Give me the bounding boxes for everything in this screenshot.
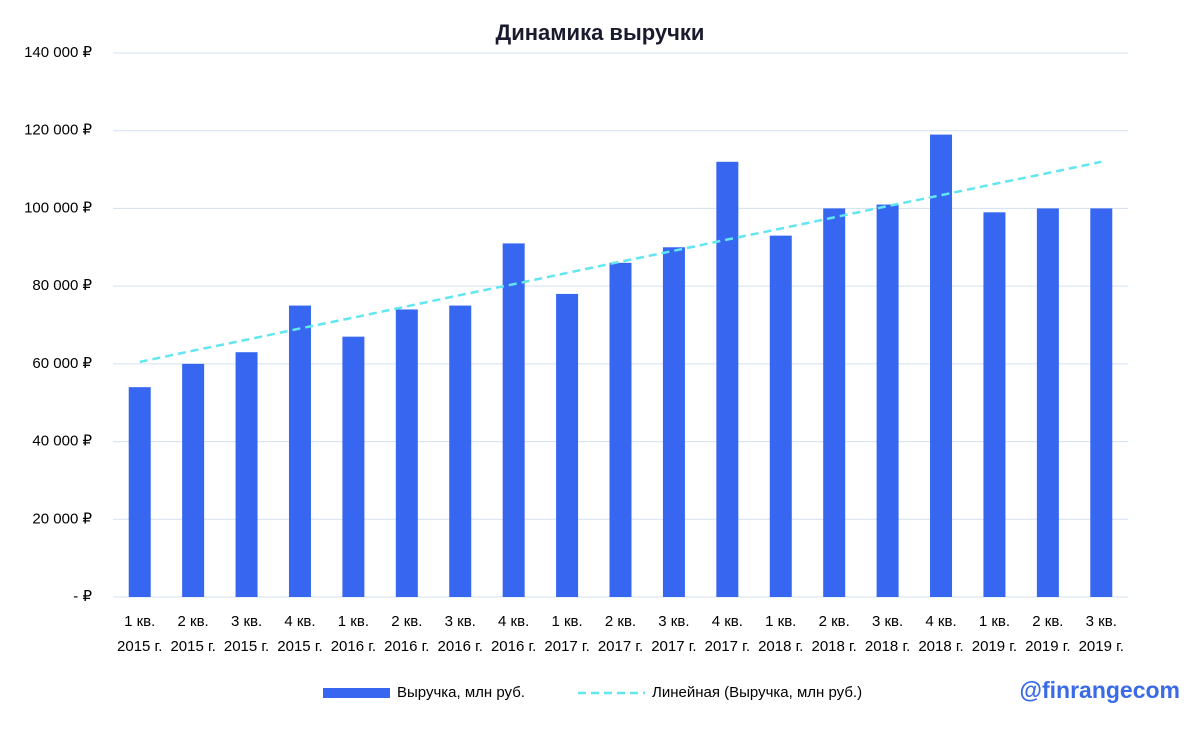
bar bbox=[876, 204, 899, 598]
bar bbox=[1090, 208, 1113, 597]
bar bbox=[449, 305, 472, 597]
y-tick-label: - ₽ bbox=[73, 588, 92, 605]
x-tick-label: 2 кв. 2015 г. bbox=[170, 613, 216, 655]
legend-label: Выручка, млн руб. bbox=[397, 684, 525, 701]
bar bbox=[342, 336, 365, 597]
bar bbox=[823, 208, 846, 597]
bar bbox=[930, 134, 953, 597]
x-tick-label: 3 кв. 2017 г. bbox=[651, 613, 697, 655]
bar bbox=[662, 247, 685, 598]
y-tick-label: 20 000 ₽ bbox=[32, 510, 92, 527]
bar bbox=[128, 387, 151, 597]
y-tick-label: 140 000 ₽ bbox=[24, 44, 92, 61]
x-tick-label: 1 кв. 2016 г. bbox=[330, 613, 377, 655]
x-tick-label: 3 кв. 2018 г. bbox=[864, 613, 911, 655]
bar bbox=[769, 235, 792, 597]
bar bbox=[395, 309, 418, 597]
x-tick-label: 4 кв. 2017 г. bbox=[704, 613, 750, 655]
bar bbox=[502, 243, 525, 597]
y-tick-label: 100 000 ₽ bbox=[24, 199, 92, 216]
bar bbox=[288, 305, 311, 597]
watermark: @finrangecom bbox=[1020, 677, 1180, 703]
x-tick-label: 3 кв. 2019 г. bbox=[1078, 613, 1124, 655]
x-tick-label: 4 кв. 2015 г. bbox=[277, 613, 323, 655]
y-tick-label: 80 000 ₽ bbox=[32, 277, 92, 294]
chart-title: Динамика выручки bbox=[496, 20, 705, 45]
bar bbox=[983, 212, 1006, 598]
x-tick-label: 2 кв. 2016 г. bbox=[384, 613, 430, 655]
x-tick-label: 2 кв. 2019 г. bbox=[1025, 613, 1071, 655]
bar bbox=[609, 262, 632, 597]
x-tick-label: 4 кв. 2018 г. bbox=[918, 613, 964, 655]
bar bbox=[556, 293, 579, 597]
x-tick-label: 3 кв. 2016 г. bbox=[437, 613, 483, 655]
bar bbox=[716, 161, 739, 598]
x-tick-label: 1 кв. 2017 г. bbox=[544, 613, 590, 655]
trend-line bbox=[139, 160, 1102, 364]
y-tick-label: 60 000 ₽ bbox=[32, 355, 92, 372]
bar bbox=[182, 363, 205, 597]
x-tick-label: 1 кв. 2019 г. bbox=[971, 613, 1018, 655]
x-tick-label: 2 кв. 2017 г. bbox=[597, 613, 644, 655]
x-tick-label: 2 кв. 2018 г. bbox=[811, 613, 857, 655]
y-tick-label: 120 000 ₽ bbox=[24, 122, 92, 139]
legend-swatch bbox=[323, 688, 390, 698]
x-tick-label: 1 кв. 2018 г. bbox=[758, 613, 804, 655]
x-tick-label: 1 кв. 2015 г. bbox=[117, 613, 163, 655]
x-tick-label: 3 кв. 2015 г. bbox=[223, 613, 270, 655]
legend-label: Линейная (Выручка, млн руб.) bbox=[652, 684, 862, 701]
bar bbox=[1036, 208, 1059, 597]
bar bbox=[235, 352, 258, 597]
y-tick-label: 40 000 ₽ bbox=[32, 433, 92, 450]
x-tick-label: 4 кв. 2016 г. bbox=[490, 613, 537, 655]
